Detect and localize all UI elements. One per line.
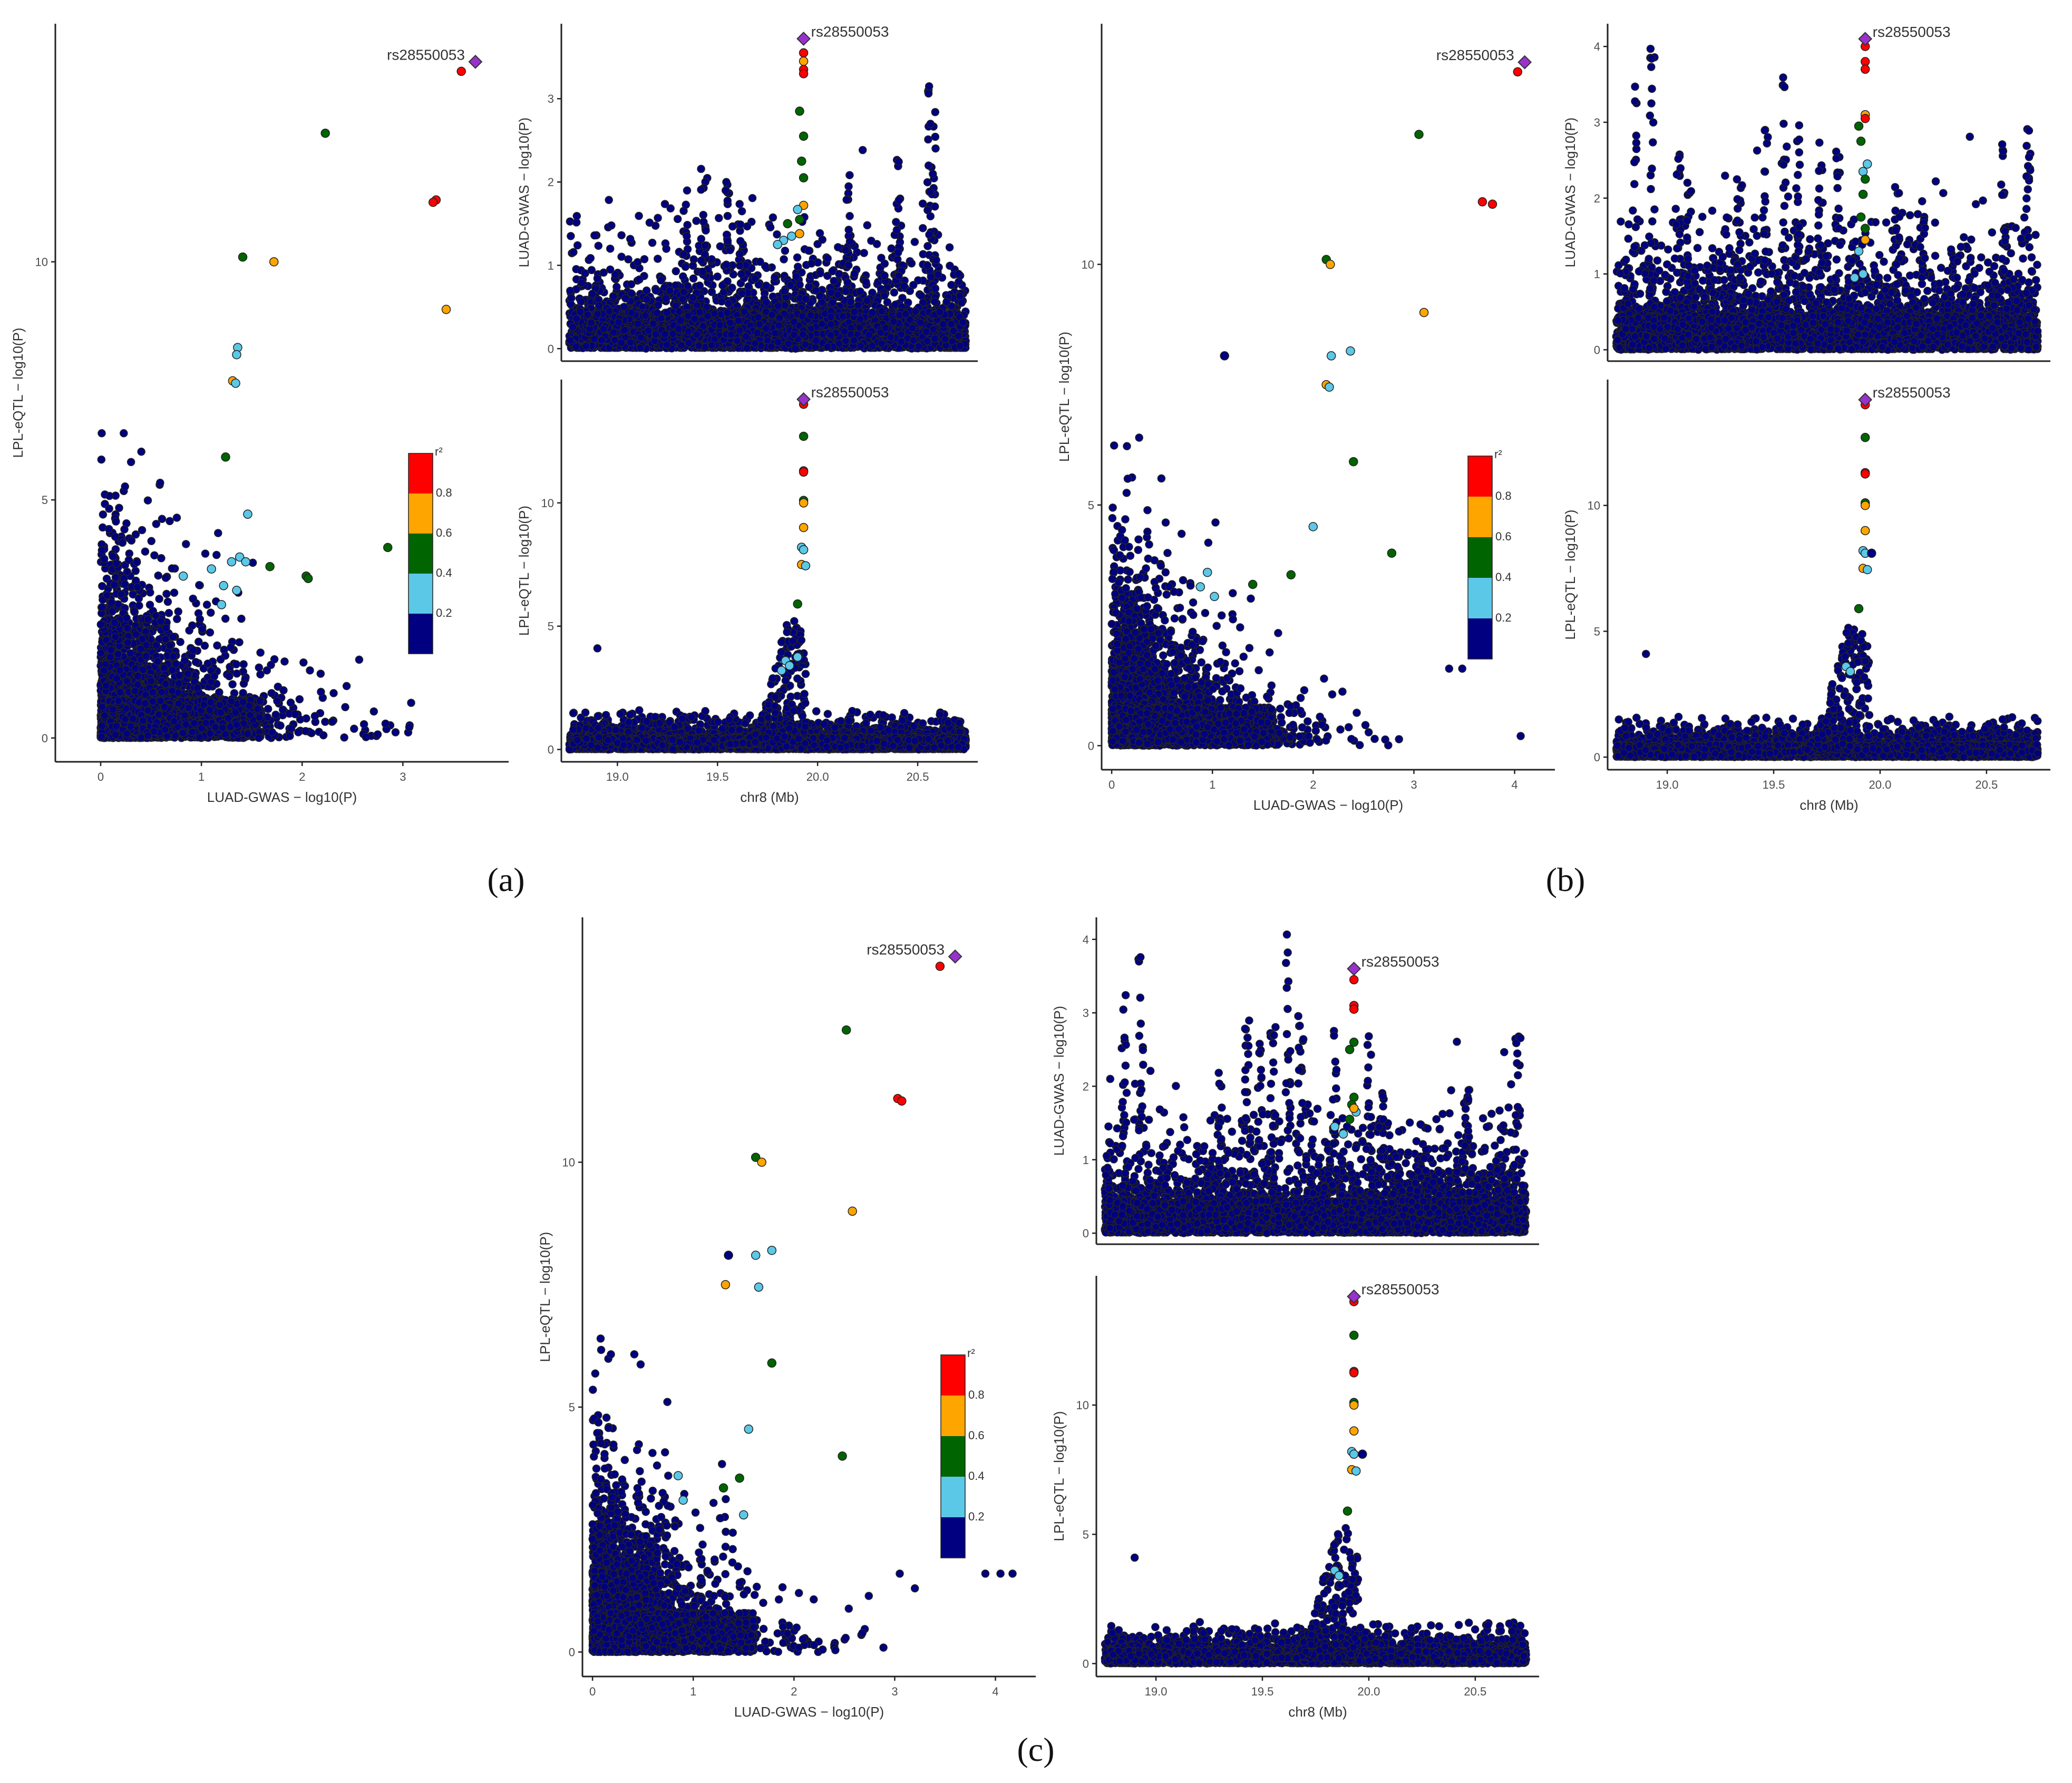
snp-point (202, 550, 209, 557)
snp-point (392, 729, 399, 736)
snp-point (322, 718, 329, 725)
snp-point (215, 529, 222, 537)
snp-point (154, 572, 162, 579)
snp-point (144, 497, 152, 504)
snp-point (165, 609, 172, 617)
snp-point (147, 589, 154, 596)
snp-point (300, 659, 307, 666)
snp-point (257, 649, 264, 656)
snp-point (99, 511, 106, 518)
snp-point (238, 615, 245, 623)
snp-point (213, 551, 220, 559)
figure-canvas: rs2855005305100 1 2 3LUAD-GWAS − log10(P)LP… (0, 0, 2072, 1783)
snp-point (139, 527, 146, 534)
snp-point (128, 458, 135, 466)
snp-point (342, 703, 349, 711)
snp-point (155, 595, 163, 603)
snp-point (295, 729, 302, 736)
snp-point (192, 658, 200, 666)
snp-point (196, 582, 203, 589)
snp-point (132, 567, 139, 575)
snp-point (255, 664, 262, 671)
snp-point (355, 656, 363, 663)
snp-point (158, 555, 165, 562)
snp-point (163, 590, 170, 598)
snp-point (148, 537, 155, 545)
snp-point (343, 682, 351, 690)
snp-point (222, 615, 229, 623)
snp-point (296, 695, 303, 703)
snp-point (98, 456, 105, 463)
